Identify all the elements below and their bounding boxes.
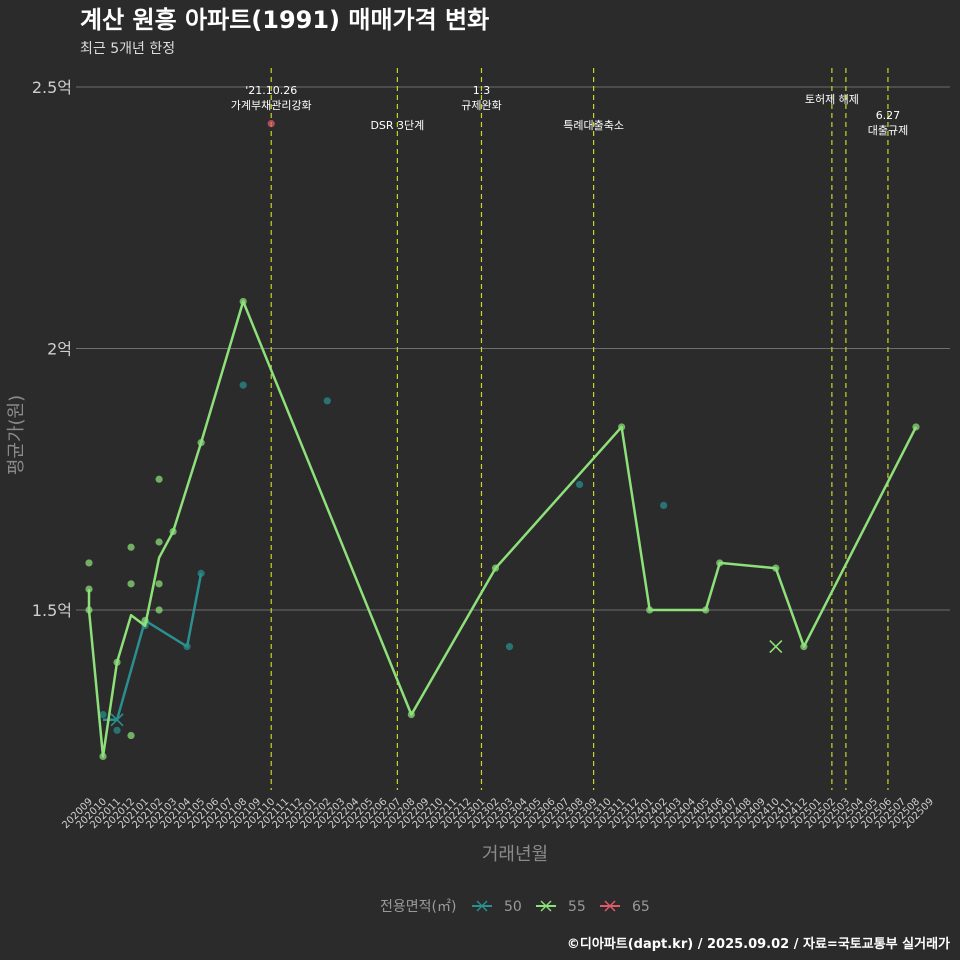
- data-point-55: [127, 580, 135, 588]
- x-marker-stroke: [769, 640, 783, 654]
- data-point-55: [702, 606, 710, 614]
- event-label: 6.27: [876, 109, 901, 122]
- legend-swatch-x: [540, 900, 552, 912]
- data-point-55: [197, 439, 205, 447]
- x-marker-50: [110, 713, 124, 727]
- data-point-55: [618, 423, 626, 431]
- legend-swatch-x: [476, 900, 488, 912]
- data-point-55: [113, 658, 121, 666]
- data-point-55: [169, 527, 177, 536]
- y-axis-title: 평균가(원): [6, 395, 27, 475]
- legend-label: 50: [504, 899, 522, 915]
- x-axis-title: 거래년월: [482, 844, 548, 865]
- x-marker-55: [769, 640, 783, 654]
- data-point-50: [505, 643, 514, 651]
- data-point-55: [716, 559, 724, 567]
- data-point-50: [323, 397, 331, 405]
- data-point-55: [155, 606, 163, 614]
- legend-item-50: 50: [472, 899, 522, 915]
- data-point-55: [239, 297, 247, 306]
- data-point-55: [85, 606, 93, 614]
- data-point-55: [407, 711, 415, 719]
- data-point-55: [491, 564, 500, 572]
- data-point-50: [113, 726, 121, 734]
- data-point-55: [127, 731, 135, 740]
- legend-item-55: 55: [536, 899, 586, 915]
- data-point-55: [646, 606, 654, 614]
- legend-title: 전용면적(㎡): [380, 899, 456, 915]
- data-point-50: [660, 501, 668, 509]
- event-label: 특례대출축소: [563, 119, 624, 132]
- data-point-65: [267, 120, 275, 128]
- data-point-55: [800, 643, 808, 651]
- event-label: 1.3: [473, 84, 491, 97]
- x-marker-stroke: [110, 713, 124, 727]
- data-point-50: [575, 480, 584, 489]
- y-tick-label: 2억: [47, 340, 72, 359]
- data-point-50: [239, 381, 247, 389]
- chart-title: 계산 원흥 아파트(1991) 매매가격 변화: [80, 6, 489, 34]
- grid-layer: 1.5억 2억 2.5억: [32, 78, 950, 620]
- data-point-55: [99, 752, 107, 761]
- legend-label: 65: [632, 899, 650, 915]
- legend-item-65: 65: [600, 899, 650, 915]
- data-point-55: [772, 564, 780, 572]
- event-label: 가계부채관리강화: [231, 99, 312, 112]
- data-point-50: [183, 643, 191, 651]
- data-point-50: [99, 711, 107, 719]
- data-point-55: [141, 616, 149, 625]
- data-point-55: [85, 559, 93, 567]
- chart-subtitle: 최근 5개년 한정: [80, 41, 175, 57]
- data-point-55: [155, 475, 163, 483]
- y-tick-label: 2.5억: [32, 78, 72, 97]
- data-point-55: [127, 543, 135, 551]
- event-label: 규제완화: [461, 99, 501, 112]
- series-layer: [85, 120, 920, 761]
- data-point-55: [912, 423, 920, 431]
- legend-label: 55: [568, 899, 586, 915]
- event-label: '21.10.26: [245, 84, 297, 97]
- event-label: 대출규제: [868, 124, 908, 137]
- legend-swatch-x: [604, 900, 616, 912]
- source-caption: ©디아파트(dapt.kr) / 2025.09.02 / 자료=국토교통부 실…: [567, 936, 950, 952]
- y-tick-label: 1.5억: [32, 601, 72, 620]
- data-point-55: [155, 538, 163, 546]
- event-label: DSR 3단계: [370, 119, 424, 132]
- data-point-55: [85, 585, 93, 593]
- event-label: 토허제 해제: [805, 92, 859, 106]
- data-point-50: [197, 569, 205, 577]
- legend: 전용면적(㎡) 50 55 65: [380, 899, 650, 915]
- data-point-55: [155, 580, 163, 588]
